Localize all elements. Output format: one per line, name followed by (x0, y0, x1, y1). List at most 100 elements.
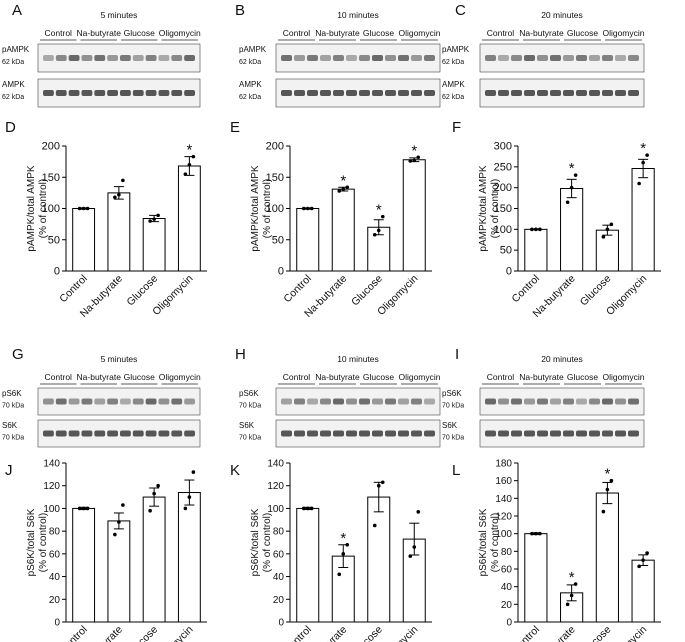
group-label: Oligomycin (398, 372, 440, 382)
data-point (565, 200, 570, 205)
blot-band (628, 90, 639, 96)
bar (177, 492, 201, 623)
blot-band (550, 55, 561, 61)
significance-marker: * (340, 530, 346, 547)
band-protein-label: pAMPK (2, 45, 30, 54)
y-tick-label: 160 (495, 476, 512, 487)
time-label: 20 minutes (541, 354, 583, 364)
data-point (301, 206, 306, 211)
y-tick-label: 80 (501, 547, 513, 558)
y-axis-label: (% of control) (38, 513, 49, 572)
y-tick-label: 0 (278, 266, 284, 278)
blot-band (132, 55, 144, 61)
blot-band (537, 55, 548, 61)
group-label: Control (487, 372, 515, 382)
blot-band (68, 55, 80, 61)
y-tick-label: 100 (43, 504, 60, 515)
data-point (641, 160, 645, 165)
blot-band (524, 430, 535, 437)
blot-band (498, 430, 509, 437)
blot-membrane (479, 387, 645, 416)
panel-letter-d: D (5, 119, 16, 136)
y-tick-label: 300 (494, 141, 512, 153)
data-point (641, 558, 645, 562)
data-point (345, 185, 350, 190)
panel-letter-f: F (452, 119, 461, 136)
y-tick-label: 200 (494, 182, 512, 194)
data-point (113, 195, 117, 200)
data-point (81, 506, 86, 511)
data-point (152, 491, 156, 496)
bar (631, 168, 655, 272)
blot-band (68, 90, 80, 96)
blot-band (602, 55, 613, 61)
blot-band (424, 430, 435, 437)
blot-band (171, 430, 183, 437)
blot-panel-h: H 10 minutes Control Na-butyrate Glucose Olig… (235, 346, 441, 448)
blot-band (385, 55, 396, 61)
data-point (530, 227, 534, 232)
y-tick-label: 200 (42, 141, 60, 153)
data-point (85, 206, 90, 211)
blot-band (359, 55, 370, 61)
data-point (77, 506, 82, 511)
data-point (345, 542, 350, 547)
data-point (183, 172, 188, 176)
y-axis-label: (% of control) (490, 179, 501, 238)
blot-band (589, 55, 600, 61)
blot-band (307, 430, 318, 437)
data-point (301, 506, 306, 511)
blot-band (498, 90, 509, 96)
group-label: Na-butyrate (519, 28, 564, 38)
blot-band (359, 90, 370, 96)
bar (631, 559, 655, 623)
band-protein-label: pS6K (442, 389, 462, 398)
band-kda-label: 62 kDa (2, 94, 24, 101)
data-point (380, 480, 385, 485)
data-point (152, 217, 156, 221)
blot-band (628, 55, 639, 61)
blot-band (120, 90, 131, 96)
blot-panel-b: B 10 minutes Control Na-butyrate Glucose Olig… (235, 2, 441, 108)
blot-band (81, 398, 93, 405)
blot-band (294, 55, 305, 61)
panel-letter-c: C (455, 2, 466, 19)
blot-band (511, 430, 522, 437)
blot-band (145, 55, 157, 61)
significance-marker: * (376, 202, 382, 219)
significance-marker: * (569, 569, 575, 586)
blot-band (398, 90, 409, 96)
blot-band (43, 430, 54, 437)
x-tick-label: Control (57, 273, 89, 305)
blot-band (385, 90, 396, 96)
bar (107, 192, 131, 272)
group-label: Glucose (363, 372, 394, 382)
band-protein-label: S6K (2, 421, 18, 430)
y-tick-label: 0 (506, 618, 512, 629)
y-tick-label: 20 (273, 595, 285, 606)
data-point (305, 506, 310, 511)
blot-band (615, 90, 626, 96)
y-axis-label: pAMPK/total AMPK (250, 165, 261, 251)
y-tick-label: 0 (506, 266, 512, 278)
y-tick-label: 60 (501, 565, 513, 576)
data-point (309, 506, 314, 511)
data-point (337, 572, 342, 577)
blot-band (171, 55, 183, 61)
band-kda-label: 70 kDa (442, 435, 464, 442)
group-label: Control (487, 28, 515, 38)
data-point (416, 510, 421, 514)
blot-band (158, 90, 170, 96)
blot-band (524, 55, 535, 61)
blot-panel-a: A 5 minutes Control Na-butyrate Glucose Oligo… (2, 2, 201, 108)
data-point (341, 187, 346, 191)
blot-band (424, 55, 435, 61)
blot-band (281, 90, 292, 96)
blot-band (511, 55, 522, 61)
y-tick-label: 50 (48, 234, 60, 246)
